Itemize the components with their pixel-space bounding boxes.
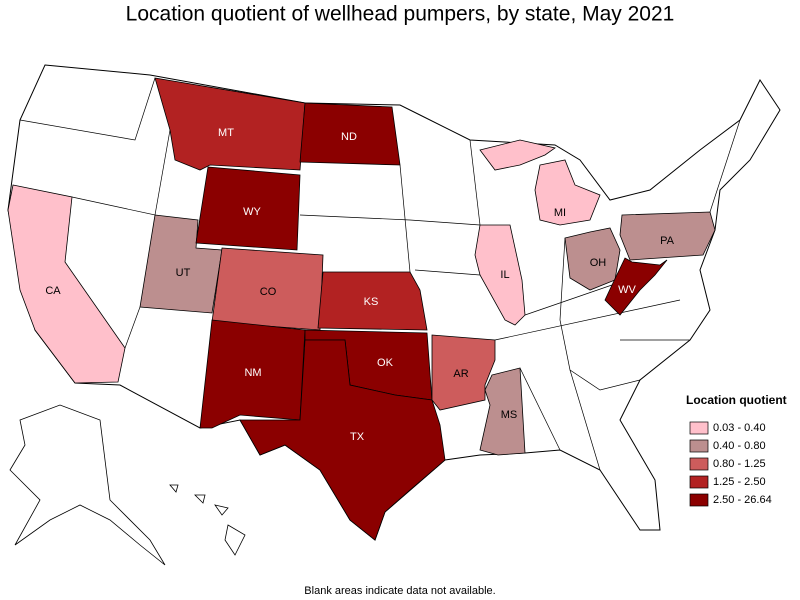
state-label: PA xyxy=(660,235,675,247)
state-label: MS xyxy=(501,409,518,421)
state-label: OH xyxy=(590,257,607,269)
state-label: WY xyxy=(243,206,261,218)
state-label: MI xyxy=(554,207,566,219)
state xyxy=(479,367,526,456)
alaska xyxy=(9,404,166,566)
state xyxy=(299,102,401,166)
state-borders xyxy=(19,77,741,471)
legend-swatch xyxy=(689,457,709,471)
state-label: TX xyxy=(350,431,365,443)
footnote: Blank areas indicate data not available. xyxy=(304,585,495,597)
state xyxy=(564,227,621,291)
state-label: MT xyxy=(218,127,234,139)
legend-swatch xyxy=(689,421,709,435)
map-title: Location quotient of wellhead pumpers, b… xyxy=(126,3,675,26)
state xyxy=(317,271,428,331)
state-label: UT xyxy=(176,267,191,279)
state-label: IL xyxy=(500,269,509,281)
state xyxy=(7,184,126,384)
hawaii xyxy=(169,484,246,556)
states: CA UT CO MT ND WY KS NM OK TX AR MS IL MI OH PA WV xyxy=(7,77,716,541)
state-label: WV xyxy=(618,284,636,296)
state-label: KS xyxy=(364,296,379,308)
legend: 0.03 - 0.40 0.40 - 0.80 0.80 - 1.25 1.25 - … xyxy=(689,421,772,507)
legend-title: Location quotient xyxy=(686,393,787,407)
legend-label: 0.80 - 1.25 xyxy=(713,458,766,470)
legend-label: 0.03 - 0.40 xyxy=(713,422,766,434)
legend-swatch xyxy=(689,439,709,453)
state-label: AR xyxy=(453,368,468,380)
state xyxy=(619,211,716,261)
state xyxy=(604,257,668,316)
state xyxy=(474,224,526,326)
state xyxy=(431,334,496,411)
legend-label: 1.25 - 2.50 xyxy=(713,476,766,488)
state-label: CO xyxy=(260,286,277,298)
state xyxy=(154,77,306,171)
legend-label: 2.50 - 26.64 xyxy=(713,494,772,506)
state-label: ND xyxy=(341,131,357,143)
legend-swatch xyxy=(689,493,709,507)
state xyxy=(479,139,601,226)
state-label: CA xyxy=(45,285,61,297)
state xyxy=(195,166,301,251)
legend-swatch xyxy=(689,475,709,489)
state-label: NM xyxy=(244,367,261,379)
legend-label: 0.40 - 0.80 xyxy=(713,440,766,452)
state xyxy=(239,339,446,541)
state-label: OK xyxy=(377,357,394,369)
